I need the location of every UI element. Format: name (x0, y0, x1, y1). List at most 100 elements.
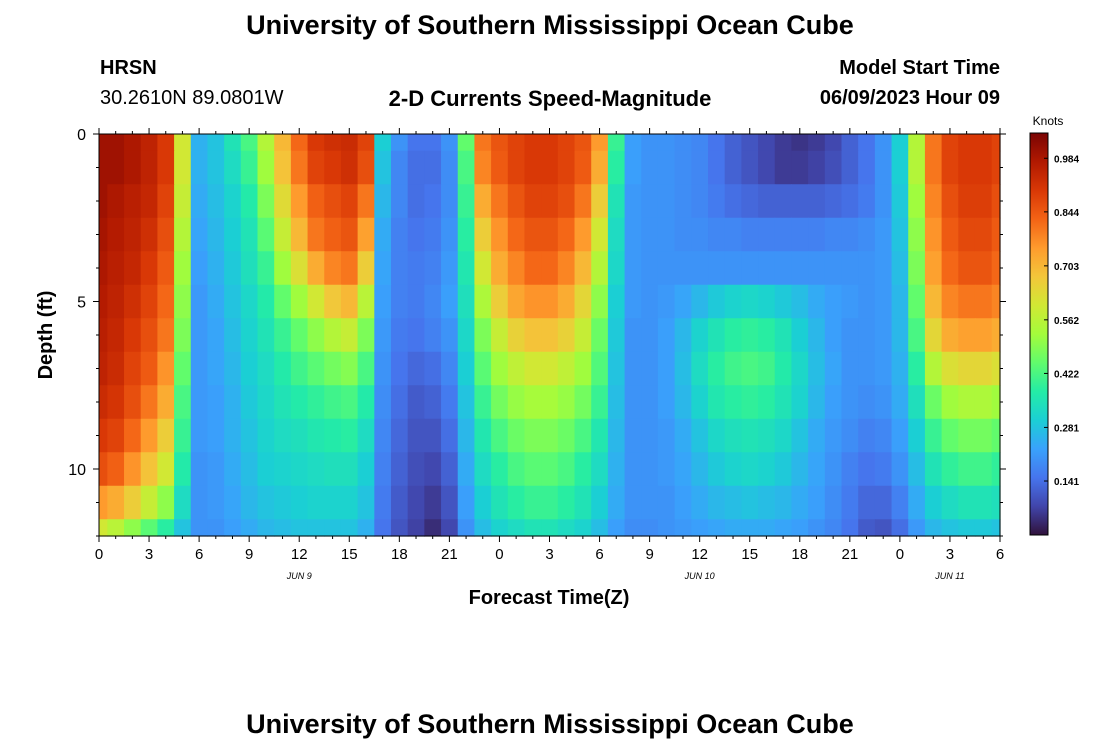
heatmap-cell (991, 184, 1001, 219)
heatmap-cell (257, 485, 275, 520)
heatmap-cell (591, 134, 609, 152)
heatmap-cell (858, 251, 876, 286)
heatmap-cell (607, 284, 626, 319)
heatmap-cell (324, 134, 342, 152)
heatmap-cell (157, 134, 175, 152)
heatmap-cell (541, 452, 559, 487)
heatmap-cell (357, 134, 375, 152)
heatmap-cell (841, 217, 859, 252)
heatmap-cell (841, 184, 859, 219)
heatmap-cell (641, 251, 659, 286)
heatmap-cell (424, 485, 442, 520)
heatmap-cell (741, 217, 759, 252)
heatmap-cell (891, 284, 909, 319)
heatmap-cell (808, 134, 826, 152)
heatmap-cell (407, 318, 425, 353)
heatmap-cell (357, 251, 375, 286)
heatmap-cell (891, 150, 909, 185)
heatmap-cell (741, 351, 759, 386)
heatmap-cell (741, 184, 759, 219)
heatmap-cell (190, 485, 209, 520)
heatmap-cell (624, 184, 642, 219)
heatmap-cell (107, 284, 125, 319)
heatmap-cell (240, 184, 259, 219)
heatmap-cell (874, 385, 893, 420)
heatmap-cell (124, 217, 142, 252)
heatmap-cell (340, 351, 359, 386)
heatmap-cell (924, 150, 943, 185)
heatmap-cell (541, 217, 559, 252)
heatmap-cell (307, 284, 325, 319)
heatmap-cell (541, 318, 559, 353)
heatmap-cell (124, 184, 142, 219)
heatmap-cell (99, 150, 108, 185)
heatmap-cell (924, 519, 943, 537)
heatmap-cell (791, 284, 809, 319)
heatmap-cell (758, 452, 776, 487)
heatmap-cell (541, 385, 559, 420)
heatmap-cell (841, 452, 859, 487)
heatmap-cell (774, 184, 793, 219)
heatmap-cell (290, 134, 309, 152)
heatmap-cell (874, 351, 893, 386)
heatmap-cell (407, 150, 425, 185)
heatmap-cell (274, 150, 292, 185)
heatmap-cell (374, 385, 392, 420)
heatmap-cell (491, 284, 509, 319)
heatmap-cell (624, 418, 642, 453)
heatmap-cell (624, 150, 642, 185)
heatmap-cell (758, 385, 776, 420)
heatmap-cell (591, 217, 609, 252)
heatmap-cell (524, 284, 542, 319)
heatmap-cell (107, 351, 125, 386)
heatmap-cell (691, 318, 709, 353)
heatmap-cell (107, 318, 125, 353)
heatmap-cell (974, 284, 993, 319)
heatmap-cell (224, 318, 242, 353)
heatmap-cell (124, 519, 142, 537)
heatmap-cell (324, 485, 342, 520)
heatmap-cell (474, 217, 492, 252)
heatmap-cell (924, 184, 943, 219)
heatmap-cell (674, 351, 692, 386)
heatmap-cell (708, 519, 726, 537)
heatmap-cell (240, 284, 259, 319)
heatmap-cell (274, 418, 292, 453)
heatmap-cell (224, 134, 242, 152)
heatmap-cell (657, 251, 676, 286)
heatmap-cell (991, 485, 1001, 520)
heatmap-cell (407, 134, 425, 152)
heatmap-cell (257, 284, 275, 319)
heatmap-cell (457, 351, 476, 386)
heatmap-cell (958, 452, 976, 487)
colorbar-tick-label: 0.703 (1054, 262, 1079, 273)
heatmap-cell (741, 485, 759, 520)
x-axis: 0 3 6 9 12 15 18 21 0 3 6 9 12 15 18 21 0 3 6 (95, 128, 1004, 563)
heatmap-cell (457, 134, 476, 152)
heatmap-cell (908, 418, 926, 453)
heatmap-cell (824, 184, 843, 219)
x-tick-label: 0 (896, 546, 904, 563)
heatmap-cell (307, 351, 325, 386)
heatmap-cell (708, 318, 726, 353)
heatmap-cell (441, 418, 459, 453)
x-tick-label: 6 (595, 546, 603, 563)
heatmap-cell (724, 150, 742, 185)
heatmap-cell (99, 184, 108, 219)
heatmap-cell (357, 418, 375, 453)
heatmap-cell (791, 351, 809, 386)
heatmap-cell (591, 251, 609, 286)
heatmap-cell (641, 284, 659, 319)
heatmap-cell (908, 134, 926, 152)
y-tick-label: 10 (68, 462, 86, 479)
heatmap-cell (524, 485, 542, 520)
heatmap-cell (574, 251, 592, 286)
x-tick-label: 15 (741, 546, 758, 563)
heatmap-cell (99, 284, 108, 319)
heatmap-cell (708, 134, 726, 152)
footer-title: University of Southern Mississippi Ocean… (246, 709, 854, 739)
heatmap-cell (841, 251, 859, 286)
heatmap-cell (424, 134, 442, 152)
heatmap-cell (574, 418, 592, 453)
